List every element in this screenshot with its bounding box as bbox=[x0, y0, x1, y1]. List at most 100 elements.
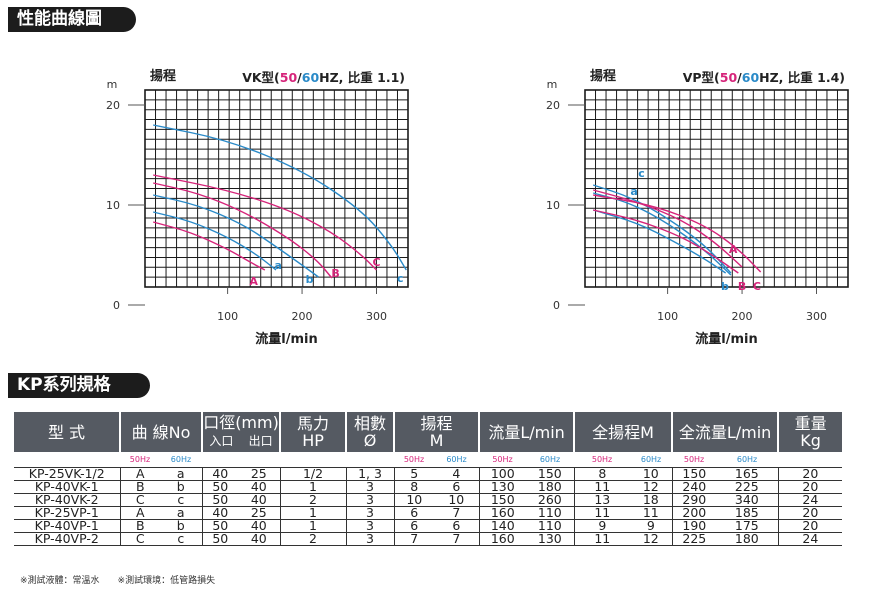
cell-f50: 140 bbox=[478, 519, 527, 533]
x-tick-label: 300 bbox=[806, 310, 827, 323]
cell-h60: 7 bbox=[434, 532, 480, 546]
cell-c50: B bbox=[119, 480, 160, 494]
cell-out: 40 bbox=[238, 480, 281, 494]
x-tick-label: 100 bbox=[217, 310, 238, 323]
cell-model: KP-25VK-1/2 bbox=[14, 467, 120, 481]
cell-c60: a bbox=[160, 506, 203, 520]
cell-th50: 8 bbox=[573, 467, 631, 481]
y-axis-unit: m bbox=[107, 78, 118, 91]
curve-c bbox=[153, 124, 407, 271]
cell-c60: c bbox=[160, 493, 203, 507]
cell-hp: 1/2 bbox=[279, 467, 347, 481]
x-axis-label: 流量l/min bbox=[255, 331, 317, 347]
curve-label-a: a bbox=[630, 185, 637, 198]
header-hp: 馬力 HP bbox=[280, 412, 348, 452]
header-total-flow: 全流量L/min bbox=[672, 412, 780, 452]
curve-A bbox=[152, 221, 266, 271]
cell-model: KP-25VP-1 bbox=[14, 506, 120, 520]
cell-h60: 10 bbox=[434, 493, 480, 507]
x-axis-label: 流量l/min bbox=[695, 331, 757, 347]
cell-f60: 130 bbox=[526, 532, 575, 546]
chart-title: VK型(50/60HZ, 比重 1.1) bbox=[242, 70, 405, 85]
cell-c50: A bbox=[119, 506, 160, 520]
cell-tf50: 240 bbox=[671, 480, 717, 494]
cell-c50: B bbox=[119, 519, 160, 533]
chart-title-part: HZ, 比重 1.1) bbox=[319, 70, 405, 85]
y-tick-label: 10 bbox=[546, 199, 560, 212]
header-phase: 相數 Ø bbox=[346, 412, 396, 452]
chart-title-part: 50 bbox=[280, 70, 298, 85]
y-tick-label: 20 bbox=[106, 99, 120, 112]
curve-label-c: c bbox=[397, 272, 404, 285]
cell-phase: 3 bbox=[345, 493, 395, 507]
cell-tf60: 225 bbox=[716, 480, 779, 494]
cell-out: 25 bbox=[238, 506, 281, 520]
curve-label-a: a bbox=[275, 259, 282, 272]
cell-phase: 3 bbox=[345, 506, 395, 520]
curve-b bbox=[592, 209, 727, 274]
cell-tf60: 340 bbox=[716, 493, 779, 507]
cell-th50: 9 bbox=[573, 519, 631, 533]
header-total-head: 全揚程M bbox=[574, 412, 674, 452]
cell-out: 40 bbox=[238, 519, 281, 533]
cell-tf50: 200 bbox=[671, 506, 717, 520]
cell-c60: b bbox=[160, 519, 203, 533]
cell-th60: 9 bbox=[630, 519, 673, 533]
cell-in: 50 bbox=[201, 519, 239, 533]
cell-tf60: 180 bbox=[716, 532, 779, 546]
x-tick-label: 300 bbox=[366, 310, 387, 323]
cell-tf50: 150 bbox=[671, 467, 717, 481]
cell-kg: 20 bbox=[777, 506, 843, 520]
hz-60-flow: 60Hz bbox=[526, 452, 575, 468]
cell-h60: 6 bbox=[434, 480, 480, 494]
cell-kg: 20 bbox=[777, 480, 843, 494]
curve-label-C: C bbox=[372, 256, 380, 269]
cell-hp: 1 bbox=[279, 480, 347, 494]
cell-h50: 5 bbox=[393, 467, 435, 481]
cell-h50: 10 bbox=[393, 493, 435, 507]
header-weight: 重量 Kg bbox=[778, 412, 843, 452]
curve-C bbox=[593, 194, 762, 273]
cell-tf60: 165 bbox=[716, 467, 779, 481]
chart-title-part: VP型( bbox=[683, 70, 720, 85]
header-port: 口徑(mm) 入口 出口 bbox=[202, 412, 282, 452]
hz-50-total-head: 50Hz bbox=[574, 452, 631, 468]
curve-label-A: A bbox=[249, 275, 258, 288]
grid-lines bbox=[145, 90, 408, 287]
cell-f50: 160 bbox=[478, 532, 527, 546]
cell-h50: 7 bbox=[393, 532, 435, 546]
performance-curve-section-title: 性能曲線圖 bbox=[8, 7, 136, 32]
curve-B bbox=[153, 182, 333, 279]
cell-th60: 12 bbox=[630, 532, 673, 546]
x-tick-label: 200 bbox=[732, 310, 753, 323]
x-tick-label: 100 bbox=[657, 310, 678, 323]
y-tick-label: 20 bbox=[546, 99, 560, 112]
hz-60-total-head: 60Hz bbox=[630, 452, 673, 468]
curve-label-C: C bbox=[753, 280, 761, 293]
curve-C bbox=[153, 174, 377, 271]
hz-row: 50Hz 60Hz 50Hz 60Hz 50Hz 60Hz 50Hz 60Hz … bbox=[14, 452, 880, 468]
cell-model: KP-40VK-2 bbox=[14, 493, 120, 507]
hz-cell-blank bbox=[14, 452, 120, 468]
cell-th60: 10 bbox=[630, 467, 673, 481]
cell-th60: 11 bbox=[630, 506, 673, 520]
curve-b bbox=[153, 194, 319, 278]
cell-h50: 6 bbox=[393, 519, 435, 533]
cell-f60: 150 bbox=[526, 467, 575, 481]
vk-performance-chart: 0 10 20 100 200 300 m 揚程 VK型(50/60HZ, 比重 1.1) 流量l… bbox=[106, 68, 409, 347]
cell-hp: 2 bbox=[279, 532, 347, 546]
cell-tf50: 290 bbox=[671, 493, 717, 507]
x-tick-label: 200 bbox=[292, 310, 313, 323]
cell-tf50: 190 bbox=[671, 519, 717, 533]
cell-kg: 24 bbox=[777, 532, 843, 546]
cell-kg: 20 bbox=[777, 467, 843, 481]
cell-out: 40 bbox=[238, 532, 281, 546]
header-model: 型 式 bbox=[14, 412, 121, 452]
cell-th50: 13 bbox=[573, 493, 631, 507]
curve-a bbox=[153, 211, 277, 271]
y-tick-label: 10 bbox=[106, 199, 120, 212]
